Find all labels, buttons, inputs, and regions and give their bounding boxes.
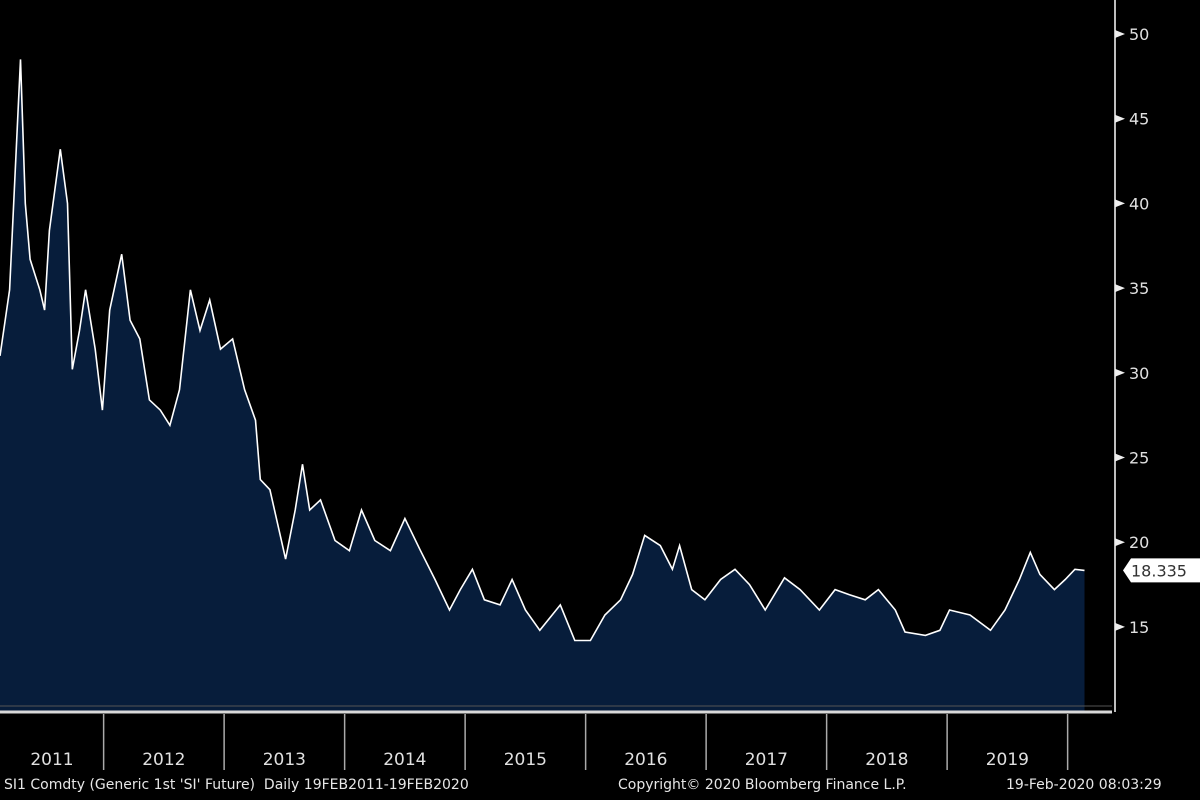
y-tick-mark [1115,199,1125,208]
chart-description: SI1 Comdty (Generic 1st 'SI' Future) Dai… [4,777,469,793]
y-tick-label: 40 [1129,194,1149,213]
y-tick-label: 35 [1129,279,1149,298]
price-area-fill [0,59,1085,712]
y-tick-mark [1115,538,1125,547]
y-tick-mark [1115,114,1125,123]
y-tick-label: 15 [1129,618,1149,637]
y-tick-mark [1115,284,1125,293]
last-value-label: 18.335 [1131,561,1187,580]
x-tick-label: 2018 [865,750,908,770]
copyright-text: Copyright© 2020 Bloomberg Finance L.P. [618,777,907,793]
price-line [0,59,1085,642]
x-tick-label: 2013 [263,750,306,770]
y-tick-label: 50 [1129,25,1149,44]
y-tick-label: 30 [1129,364,1149,383]
y-tick-mark [1115,30,1125,38]
timestamp: 19-Feb-2020 08:03:29 [1006,777,1162,793]
x-tick-label: 2012 [142,750,185,770]
y-tick-mark [1115,453,1125,462]
x-tick-label: 2016 [624,750,667,770]
price-chart: 15 20 25 30 35 40 45 50 18.335 2011 2012 2013 2014 20… [0,0,1200,770]
y-tick-mark [1115,622,1125,631]
x-tick-label: 2014 [383,750,426,770]
x-tick-label: 2015 [504,750,547,770]
last-value-badge [1123,558,1200,583]
x-tick-label: 2011 [30,750,73,770]
y-tick-mark [1115,368,1125,377]
y-tick-label: 45 [1129,110,1149,129]
x-tick-label: 2017 [745,750,788,770]
x-tick-label: 2019 [986,750,1029,770]
y-tick-label: 25 [1129,449,1149,468]
y-tick-label: 20 [1129,533,1149,552]
